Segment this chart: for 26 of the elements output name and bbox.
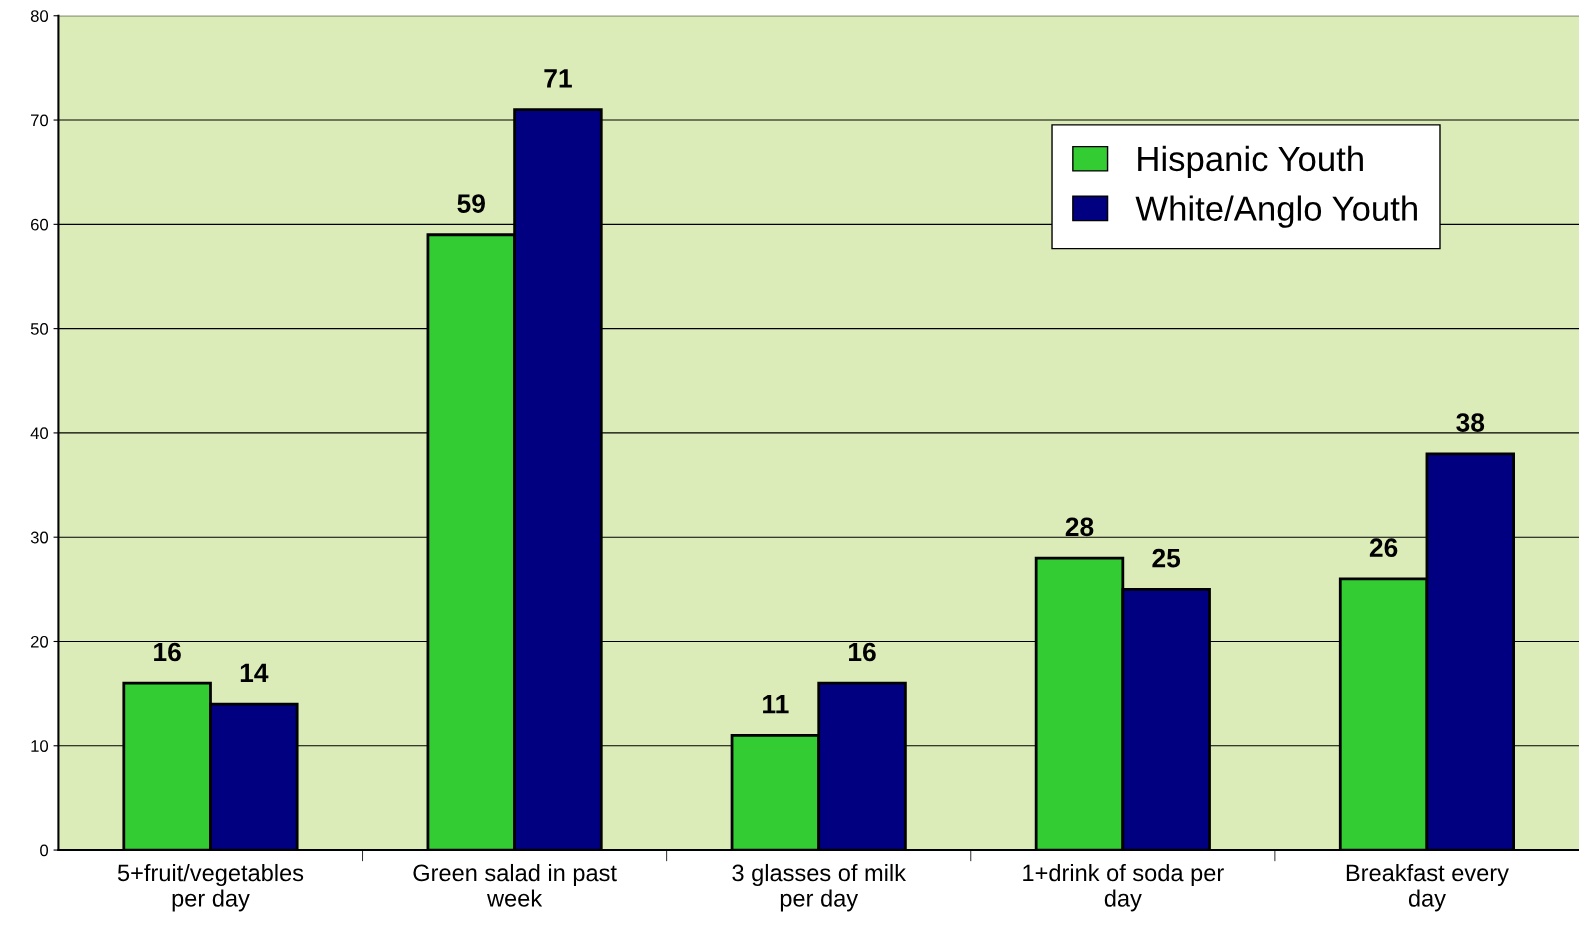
data-label: 28 bbox=[1065, 517, 1094, 537]
y-tick-label: 10 bbox=[31, 740, 49, 752]
x-tick-label: 5+fruit/vegetables per day bbox=[117, 863, 304, 912]
data-label: 38 bbox=[1456, 413, 1485, 432]
legend-label: Hispanic Youth bbox=[1138, 145, 1363, 179]
x-tick-label: 1+drink of soda per day bbox=[1023, 863, 1224, 912]
data-label: 71 bbox=[544, 69, 572, 88]
y-tick-label: 60 bbox=[31, 218, 49, 231]
x-tick-label: Green salad in past week bbox=[413, 863, 617, 907]
x-tick-label: 3 glasses of milk per day bbox=[732, 863, 907, 912]
y-tick-label: 20 bbox=[31, 635, 49, 648]
data-label: 11 bbox=[763, 695, 789, 714]
y-tick-label: 80 bbox=[30, 10, 49, 22]
x-tick-label: Breakfast every day bbox=[1346, 863, 1509, 912]
y-tick-label: 30 bbox=[30, 531, 49, 544]
y-tick-label: 50 bbox=[30, 323, 49, 335]
data-label: 59 bbox=[457, 194, 485, 213]
data-label: 16 bbox=[849, 642, 876, 662]
y-tick-label: 0 bbox=[40, 844, 49, 857]
data-label: 25 bbox=[1152, 548, 1181, 568]
legend-label: White/Anglo Youth bbox=[1135, 195, 1417, 228]
data-label: 16 bbox=[154, 642, 181, 662]
y-tick-label: 40 bbox=[30, 427, 49, 440]
y-tick-label: 70 bbox=[31, 114, 49, 127]
data-label: 14 bbox=[240, 663, 269, 682]
data-label: 26 bbox=[1369, 538, 1398, 558]
